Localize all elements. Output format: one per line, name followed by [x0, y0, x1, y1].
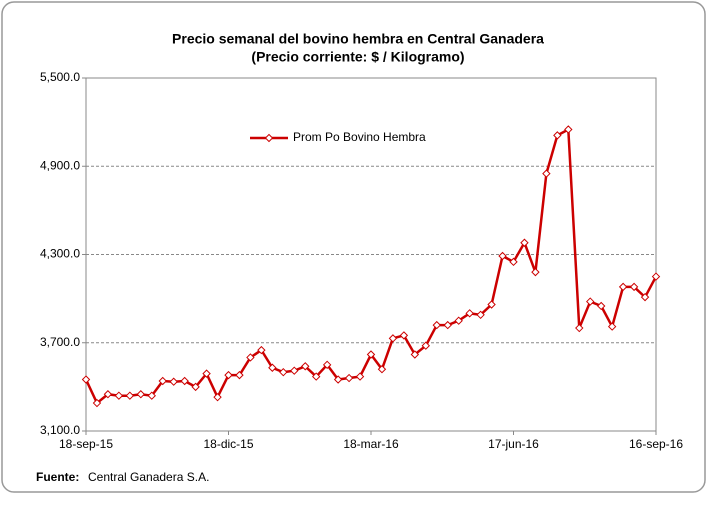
point-marker [279, 367, 288, 377]
y-tick-label: 5,500.0 [40, 70, 80, 84]
point-marker [618, 282, 628, 292]
point-marker [114, 391, 124, 400]
point-marker [465, 309, 474, 318]
point-marker [443, 320, 452, 330]
point-marker [432, 320, 441, 330]
point-marker [125, 391, 135, 400]
point-marker [377, 365, 387, 374]
point-marker [509, 257, 518, 267]
point-marker [498, 251, 507, 261]
point-marker [355, 372, 365, 381]
point-marker [542, 169, 551, 178]
point-marker [607, 322, 617, 331]
legend-label: Prom Po Bovino Hembra [293, 130, 426, 144]
point-marker [158, 376, 167, 386]
point-marker [224, 370, 233, 380]
x-tick-label: 18-dic-15 [203, 437, 253, 451]
point-marker [322, 360, 332, 370]
point-marker [586, 297, 595, 306]
x-tick-label: 18-sep-15 [59, 437, 113, 451]
legend-marker [264, 133, 274, 143]
point-marker [531, 267, 540, 277]
source-label: Fuente: [36, 470, 79, 484]
point-marker [410, 350, 420, 359]
point-marker [629, 282, 639, 292]
point-marker [344, 373, 354, 383]
chart-subtitle: (Precio corriente: $ / Kilogramo) [251, 49, 464, 65]
y-tick-label: 3,700.0 [40, 335, 80, 349]
point-marker [290, 366, 299, 375]
point-marker [596, 301, 606, 311]
point-marker [553, 131, 562, 140]
y-tick-label: 4,900.0 [40, 158, 80, 172]
point-marker [366, 350, 376, 359]
point-marker [136, 390, 146, 399]
point-marker [520, 238, 529, 247]
point-marker [421, 341, 431, 350]
point-marker [246, 353, 255, 362]
source-text: Central Ganadera S.A. [88, 470, 209, 484]
point-marker [92, 398, 102, 408]
point-marker [311, 372, 321, 381]
point-marker [191, 382, 200, 392]
point-marker [640, 292, 650, 302]
point-marker [147, 391, 156, 400]
point-marker [564, 125, 573, 134]
point-marker [333, 375, 343, 384]
point-marker [81, 375, 91, 384]
x-tick-label: 16-sep-16 [629, 437, 683, 451]
point-marker [651, 272, 661, 281]
point-marker [454, 316, 463, 325]
point-marker [180, 376, 189, 386]
point-marker [301, 362, 310, 371]
chart-title: Precio semanal del bovino hembra en Cent… [172, 31, 544, 47]
point-marker [268, 363, 277, 372]
point-marker [575, 323, 584, 333]
point-marker [202, 369, 211, 378]
point-marker [476, 310, 485, 320]
y-tick-label: 4,300.0 [40, 247, 80, 261]
point-marker [103, 390, 113, 399]
point-marker [399, 331, 409, 340]
point-marker [257, 345, 266, 355]
y-tick-label: 3,100.0 [40, 423, 80, 437]
point-marker [487, 300, 496, 309]
point-marker [169, 377, 178, 386]
x-tick-label: 17-jun-16 [488, 437, 539, 451]
point-marker [388, 334, 398, 343]
point-marker [235, 370, 244, 380]
point-marker [213, 392, 222, 402]
x-tick-label: 18-mar-16 [343, 437, 399, 451]
